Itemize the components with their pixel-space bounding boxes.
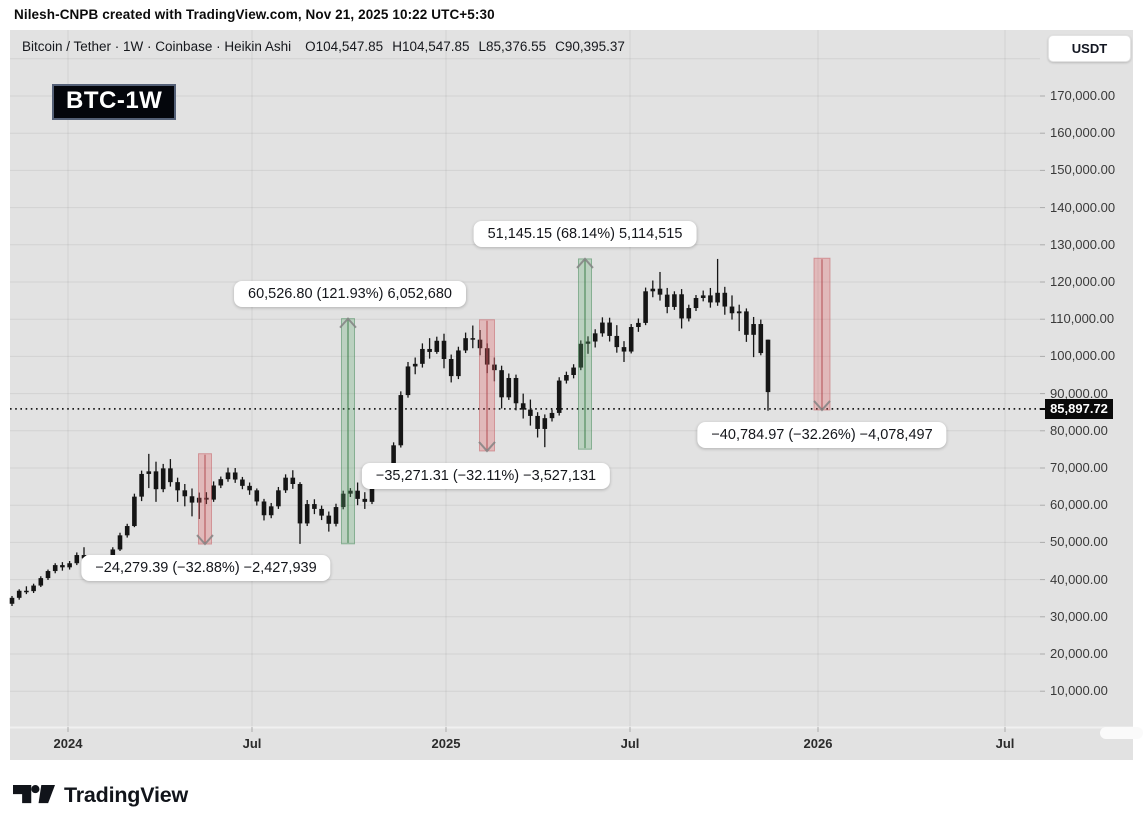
time-axis-label: Jul (242, 736, 262, 751)
tradingview-logo-text: TradingView (64, 782, 189, 807)
price-axis-label: 80,000.00 (1050, 422, 1108, 438)
time-axis-label: 2025 (431, 736, 461, 751)
axis-ticks (67, 95, 1045, 732)
price-axis-label: 150,000.00 (1050, 162, 1116, 178)
ohlc-close: C90,395.37 (555, 39, 625, 54)
price-axis-label: 40,000.00 (1050, 571, 1108, 587)
measurement-label[interactable]: −40,784.97 (−32.26%) −4,078,497 (697, 422, 947, 448)
measurement-label[interactable]: 60,526.80 (121.93%) 6,052,680 (234, 281, 466, 307)
attribution-text: Nilesh-CNPB created with TradingView.com… (14, 7, 495, 22)
price-axis-label: 90,000.00 (1050, 385, 1108, 401)
time-axis-label: Jul (995, 736, 1015, 751)
measurement-arrow-red (196, 453, 214, 546)
time-axis-label: Jul (620, 736, 640, 751)
ohlc-open: O104,547.85 (305, 39, 384, 54)
tradingview-logo-icon (13, 785, 55, 804)
time-axis-label: 2024 (53, 736, 83, 751)
footer: TradingView (13, 779, 188, 811)
last-price-badge: 85,897.72 (1040, 398, 1113, 419)
measurement-arrow-green (576, 257, 594, 450)
price-axis[interactable]: 170,000.00 160,000.00 150,000.00 140,000.00… (1040, 30, 1133, 727)
price-axis-label: 60,000.00 (1050, 497, 1108, 513)
grid-lines (10, 30, 1040, 727)
price-axis-label: 110,000.00 (1050, 311, 1115, 327)
price-axis-label: 170,000.00 (1050, 88, 1116, 103)
measurement-arrow-red (478, 319, 496, 453)
price-axis-label: 30,000.00 (1050, 608, 1108, 624)
price-axis-label: 140,000.00 (1050, 199, 1116, 215)
axis-corner (1100, 727, 1143, 739)
price-axis-label: 20,000.00 (1050, 646, 1108, 661)
currency-toggle-button[interactable]: USDT (1048, 35, 1131, 62)
ohlc-high: H104,547.85 (392, 39, 470, 54)
measurement-label[interactable]: −24,279.39 (−32.88%) −2,427,939 (81, 555, 331, 581)
price-axis-label: 130,000.00 (1050, 236, 1116, 252)
measurement-label[interactable]: −35,271.31 (−32.11%) −3,527,131 (361, 463, 611, 489)
chart-area (10, 30, 1133, 760)
measurement-label[interactable]: 51,145.15 (68.14%) 5,114,515 (473, 221, 697, 247)
price-axis-label: 50,000.00 (1050, 534, 1108, 550)
measurement-arrow-red (813, 257, 831, 412)
price-axis-label: 70,000.00 (1050, 460, 1108, 475)
measurement-arrow-green (339, 317, 357, 545)
candles-series (9, 258, 771, 607)
symbol-description: Bitcoin / Tether · 1W · Coinbase · Heiki… (22, 39, 292, 54)
watermark-badge: BTC-1W (52, 84, 177, 120)
time-axis-label: 2026 (803, 736, 833, 751)
chart-legend: Bitcoin / Tether · 1W · Coinbase · Heiki… (22, 39, 625, 54)
price-axis-label: 10,000.00 (1050, 683, 1108, 699)
ohlc-low: L85,376.55 (478, 39, 547, 54)
time-axis[interactable]: 2024 Jul 2025 Jul 2026 Jul (10, 727, 1133, 760)
price-axis-label: 160,000.00 (1050, 125, 1116, 141)
price-axis-label: 120,000.00 (1050, 274, 1116, 289)
price-axis-label: 100,000.00 (1050, 348, 1116, 364)
